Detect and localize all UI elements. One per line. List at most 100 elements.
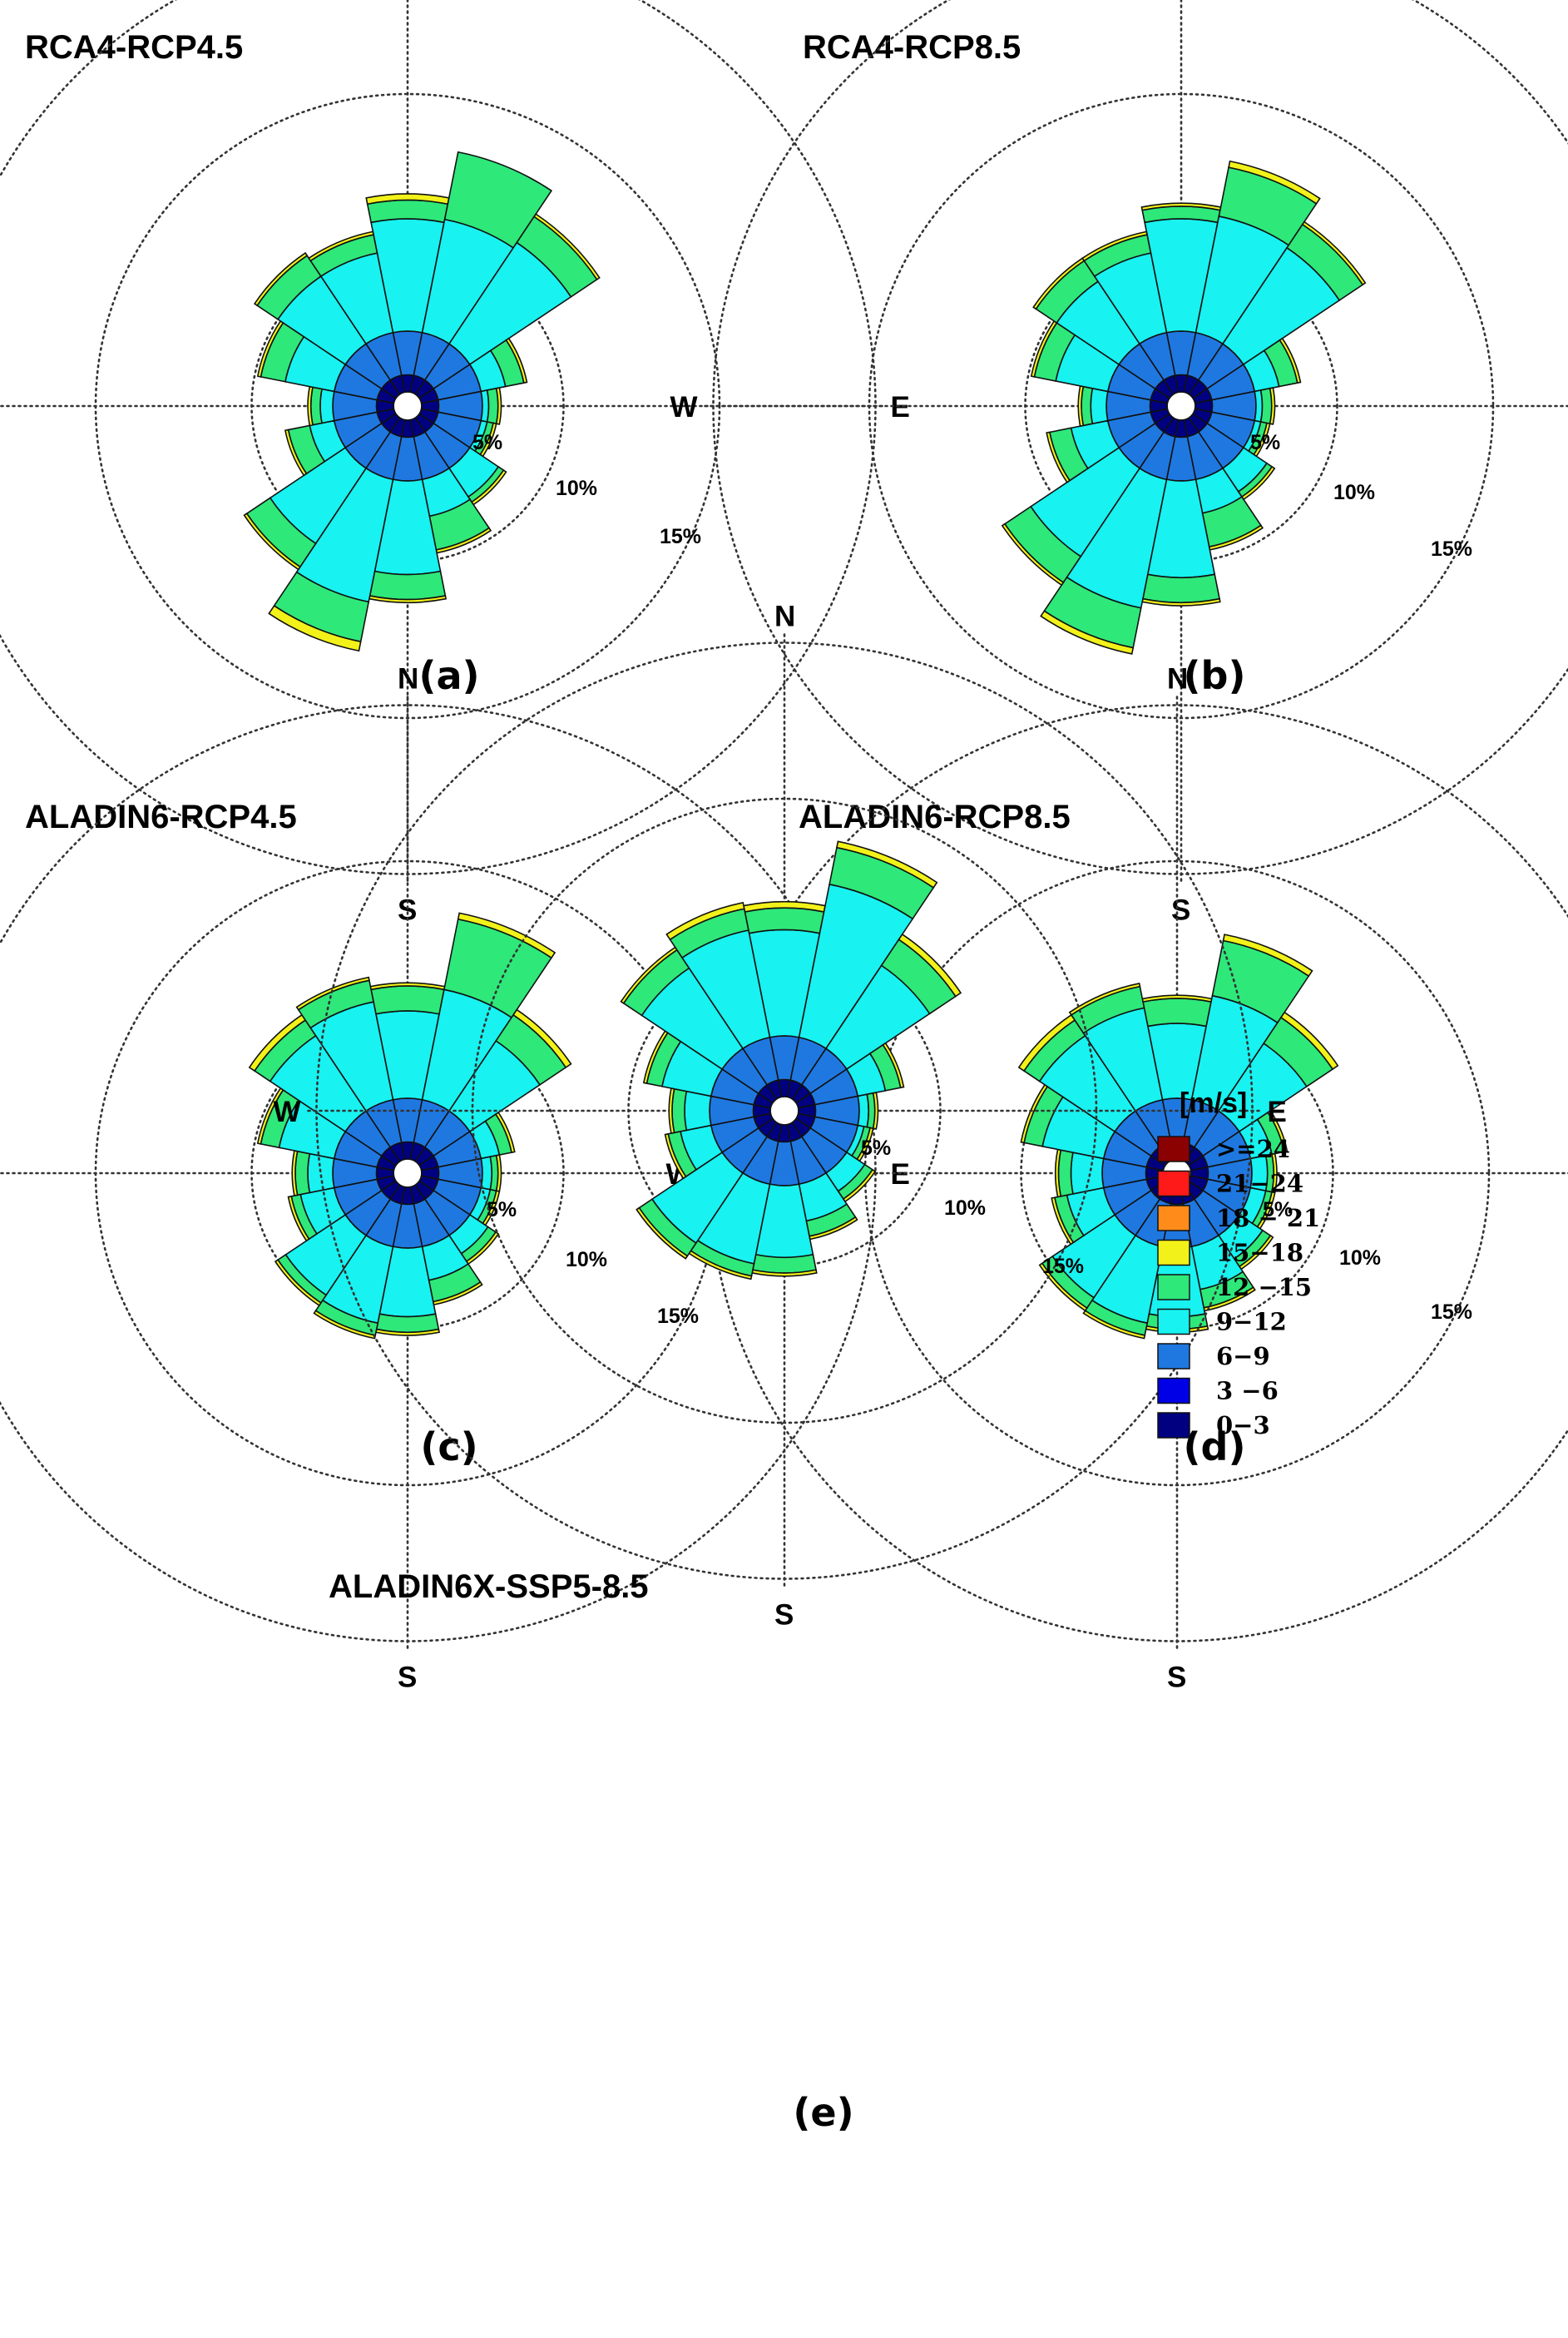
windrose-sector bbox=[1279, 337, 1302, 384]
windrose-sector bbox=[1259, 387, 1273, 425]
windrose-sector bbox=[370, 985, 445, 1015]
panel-title: RCA4-RCP4.5 bbox=[25, 29, 243, 66]
windrose-sector bbox=[486, 387, 499, 425]
windrose-sector bbox=[1001, 523, 1065, 587]
windrose-sector bbox=[309, 386, 323, 426]
legend-label: 6−9 bbox=[1216, 1342, 1270, 1370]
windrose-sector bbox=[375, 1313, 440, 1333]
direction-label-s: S bbox=[774, 1599, 794, 1632]
windrose-sector bbox=[243, 513, 301, 571]
direction-label-s: S bbox=[398, 894, 417, 927]
ring-label: 10% bbox=[1333, 481, 1375, 504]
ring-label: 10% bbox=[566, 1248, 607, 1271]
legend-label: 0−3 bbox=[1216, 1411, 1270, 1439]
ring-label: 15% bbox=[1431, 537, 1472, 561]
center-hub bbox=[393, 1158, 423, 1188]
windrose-sector bbox=[882, 1042, 905, 1089]
center-hub bbox=[393, 391, 423, 421]
windrose-sector bbox=[665, 901, 745, 941]
panels: RCA4-RCP4.5 N S E W 5% 10% 15% (a) RCA4-RCP8.5 N S E… bbox=[0, 0, 1568, 2135]
direction-label-s: S bbox=[398, 1662, 417, 1694]
panel-label: (e) bbox=[793, 2090, 853, 2135]
windrose-sector bbox=[1141, 573, 1221, 604]
ring-label: 10% bbox=[944, 1196, 986, 1220]
direction-label-w: W bbox=[274, 1096, 301, 1128]
windrose-sector bbox=[857, 1093, 869, 1128]
legend-swatch bbox=[1157, 1136, 1190, 1162]
legend-swatch bbox=[1157, 1412, 1190, 1439]
panel-label: (c) bbox=[420, 1424, 477, 1469]
panel-title: ALADIN6-RCP4.5 bbox=[25, 799, 297, 835]
legend-label: 15−18 bbox=[1216, 1239, 1303, 1267]
windrose-sector bbox=[274, 1259, 322, 1307]
legend-swatch bbox=[1157, 1239, 1190, 1266]
windrose-sector bbox=[366, 199, 449, 224]
windrose-sector bbox=[287, 1195, 310, 1242]
ring-label: 5% bbox=[1263, 1198, 1293, 1221]
windrose-sector bbox=[284, 428, 308, 477]
windrose-sector bbox=[295, 976, 370, 1011]
windrose-sector bbox=[1068, 983, 1141, 1016]
direction-label-n: N bbox=[398, 663, 418, 696]
direction-label-e: E bbox=[891, 1158, 910, 1191]
ring-label: 10% bbox=[556, 477, 597, 500]
windrose-sector bbox=[1038, 1262, 1088, 1312]
windrose-sector bbox=[684, 1090, 712, 1132]
legend-swatch bbox=[1157, 1308, 1190, 1335]
ring-label: 5% bbox=[472, 431, 502, 454]
windrose-panel: ALADIN6X-SSP5-8.5 N S E W 5% 10% 15% (e) bbox=[274, 601, 1287, 2136]
windrose-sector bbox=[1057, 1149, 1074, 1197]
windrose-sector bbox=[1051, 1196, 1075, 1246]
windrose-sector bbox=[1222, 934, 1313, 978]
ring-label: 5% bbox=[487, 1198, 517, 1221]
legend-label: 21−24 bbox=[1216, 1170, 1303, 1198]
windrose-sector bbox=[294, 1150, 311, 1196]
legend-swatch bbox=[1157, 1377, 1190, 1404]
panel-label: (a) bbox=[418, 653, 479, 698]
panel-title: RCA4-RCP8.5 bbox=[803, 29, 1021, 66]
panel-label: (b) bbox=[1184, 653, 1246, 698]
windrose-sector bbox=[480, 1156, 492, 1191]
windrose-sector bbox=[494, 1111, 516, 1154]
ring-label: 15% bbox=[657, 1305, 699, 1328]
legend-label: 9−12 bbox=[1216, 1308, 1287, 1336]
windrose-sector bbox=[457, 912, 556, 959]
ring-label: 15% bbox=[1042, 1255, 1084, 1278]
panel-label: (d) bbox=[1184, 1424, 1246, 1469]
windrose-panel: RCA4-RCP4.5 N S E W 5% 10% 15% (a) bbox=[0, 0, 910, 927]
direction-label-s: S bbox=[1167, 1662, 1186, 1694]
ring-label: 5% bbox=[861, 1137, 891, 1160]
direction-label-n: N bbox=[1167, 663, 1188, 696]
legend-title: [m/s] bbox=[1180, 1087, 1247, 1119]
windrose-sector bbox=[1267, 1109, 1289, 1153]
direction-label-n: N bbox=[774, 601, 795, 633]
windrose-sector bbox=[532, 213, 601, 281]
windrose-sector bbox=[369, 570, 447, 601]
direction-label-w: W bbox=[670, 391, 698, 424]
windrose-sector bbox=[268, 604, 362, 652]
center-hub bbox=[769, 1096, 799, 1126]
ring-label: 15% bbox=[1431, 1300, 1472, 1324]
windrose-sector bbox=[319, 388, 335, 424]
legend-swatch bbox=[1157, 1170, 1190, 1197]
windrose-sector bbox=[1090, 387, 1109, 425]
windrose-sector bbox=[636, 1206, 689, 1260]
windrose-sector bbox=[1228, 160, 1321, 205]
windrose-sector bbox=[1081, 385, 1094, 427]
windrose-sector bbox=[1142, 998, 1212, 1028]
windrose-sector bbox=[664, 1132, 687, 1180]
legend-swatch bbox=[1157, 1274, 1190, 1300]
legend-label: >=24 bbox=[1216, 1135, 1290, 1163]
ring-label: 15% bbox=[660, 525, 701, 548]
windrose-sector bbox=[835, 840, 938, 889]
legend-swatch bbox=[1157, 1343, 1190, 1370]
windrose-sector bbox=[505, 337, 528, 384]
legend-items: >=24 21−24 18 − 21 15−18 12 −15 9−12 6−9 3 −6 0−… bbox=[1157, 1135, 1320, 1439]
windrose-sector bbox=[308, 230, 374, 262]
panel-title: ALADIN6X-SSP5-8.5 bbox=[329, 1568, 649, 1605]
ring-label: 10% bbox=[1339, 1246, 1381, 1270]
windrose-sector bbox=[1279, 1011, 1339, 1071]
direction-label-e: E bbox=[1268, 1096, 1287, 1128]
